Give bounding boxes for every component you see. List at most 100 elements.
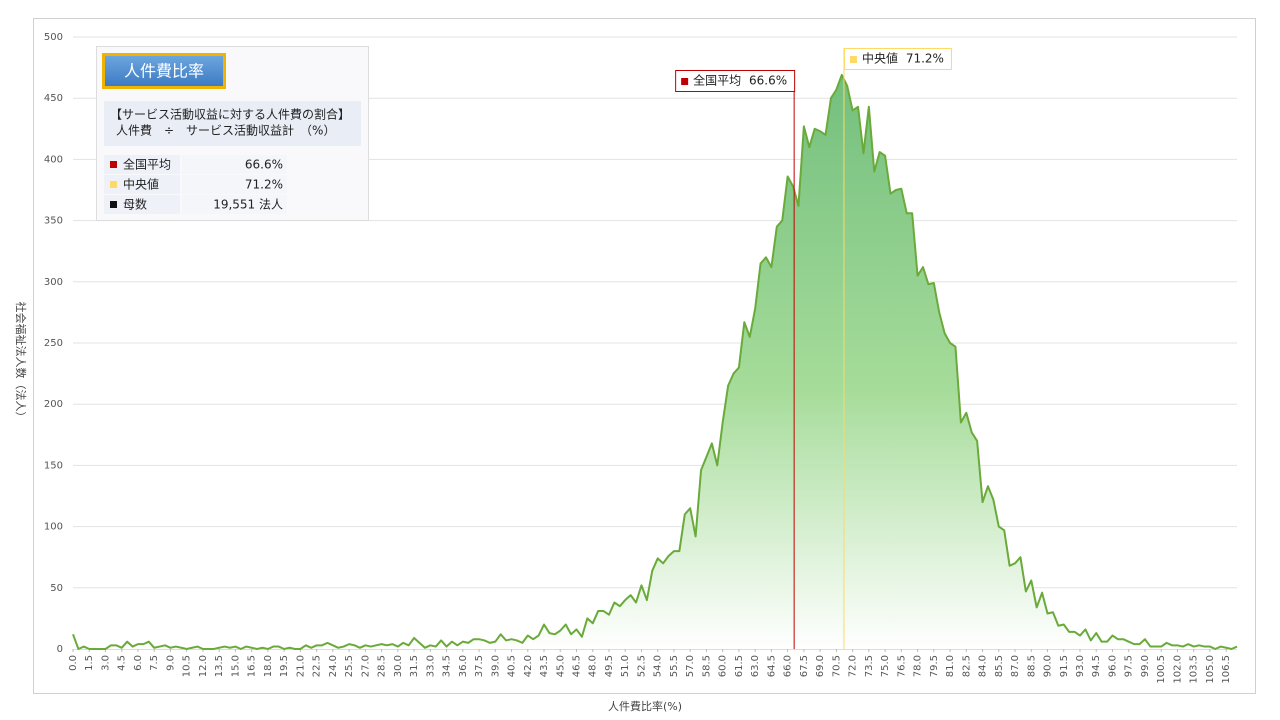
info-title-button	[102, 53, 226, 89]
x-tick-label: 7.5	[149, 655, 160, 671]
info-description: 【サービス活動収益に対する人件費の割合】	[110, 107, 350, 122]
y-tick-label: 50	[50, 583, 63, 594]
info-row-value: 71.2%	[245, 178, 283, 192]
x-tick-label: 28.5	[377, 655, 388, 677]
legend-swatch	[110, 201, 117, 208]
x-tick-label: 66.0	[783, 655, 794, 677]
x-tick-label: 64.5	[766, 655, 777, 677]
info-cell	[182, 155, 287, 174]
info-title: 人件費比率	[124, 62, 204, 81]
x-tick-label: 48.0	[588, 655, 599, 677]
x-tick-label: 75.0	[880, 655, 891, 677]
x-tick-label: 90.0	[1043, 655, 1054, 677]
x-tick-label: 19.5	[279, 655, 290, 677]
x-tick-label: 63.0	[750, 655, 761, 677]
y-tick-label: 0	[57, 644, 63, 655]
area-fill	[73, 74, 1237, 649]
x-tick-label: 15.0	[230, 655, 241, 677]
x-tick-label: 81.0	[945, 655, 956, 677]
y-tick-label: 150	[44, 460, 63, 471]
x-tick-label: 6.0	[133, 655, 144, 671]
info-description: 人件費 ÷ サービス活動収益計 （%）	[116, 123, 335, 138]
x-tick-label: 43.5	[539, 655, 550, 677]
x-tick-label: 96.0	[1107, 655, 1118, 677]
info-cell	[182, 175, 287, 194]
reference-value: 66.6%	[749, 74, 787, 88]
x-tick-label: 1.5	[84, 655, 95, 671]
x-tick-label: 24.0	[328, 655, 339, 677]
x-tick-label: 34.5	[442, 655, 453, 677]
x-tick-label: 57.0	[685, 655, 696, 677]
y-tick-label: 450	[44, 93, 63, 104]
info-cell	[104, 195, 180, 214]
x-tick-label: 100.5	[1156, 655, 1167, 684]
x-tick-label: 52.5	[636, 655, 647, 677]
info-cell	[104, 155, 180, 174]
x-tick-label: 91.5	[1059, 655, 1070, 677]
x-tick-label: 39.0	[490, 655, 501, 677]
x-tick-label: 79.5	[929, 655, 940, 677]
x-tick-label: 37.5	[474, 655, 485, 677]
x-tick-label: 54.0	[653, 655, 664, 677]
y-tick-label: 500	[44, 32, 63, 43]
info-row-label: 全国平均	[123, 157, 171, 172]
info-row-value: 66.6%	[245, 158, 283, 172]
y-axis-label: 社会福祉法人数（法人）	[14, 302, 28, 423]
x-tick-label: 10.5	[182, 655, 193, 677]
x-tick-label: 46.5	[571, 655, 582, 677]
x-tick-label: 93.0	[1075, 655, 1086, 677]
x-tick-label: 55.5	[669, 655, 680, 677]
x-tick-label: 73.5	[864, 655, 875, 677]
info-row-value: 19,551 法人	[213, 198, 283, 212]
reference-value: 71.2%	[906, 52, 944, 66]
x-tick-label: 85.5	[994, 655, 1005, 677]
info-cell	[182, 195, 287, 214]
x-tick-label: 102.0	[1172, 655, 1183, 684]
x-tick-label: 31.5	[409, 655, 420, 677]
x-tick-label: 30.0	[393, 655, 404, 677]
x-tick-label: 70.5	[831, 655, 842, 677]
reference-name: 中央値	[862, 51, 898, 66]
x-tick-label: 42.0	[523, 655, 534, 677]
reference-name: 全国平均	[693, 73, 741, 88]
y-tick-label: 250	[44, 338, 63, 349]
reference-label-box	[843, 48, 952, 70]
x-tick-label: 61.5	[734, 655, 745, 677]
reference-swatch	[681, 78, 689, 85]
x-tick-label: 60.0	[718, 655, 729, 677]
y-tick-label: 100	[44, 522, 63, 533]
x-tick-label: 27.0	[360, 655, 371, 677]
x-tick-label: 22.5	[312, 655, 323, 677]
area-line	[72, 73, 1238, 650]
x-tick-label: 82.5	[961, 655, 972, 677]
x-tick-label: 94.5	[1091, 655, 1102, 677]
x-tick-label: 78.0	[913, 655, 924, 677]
y-tick-label: 300	[44, 277, 63, 288]
x-tick-label: 67.5	[799, 655, 810, 677]
x-tick-label: 97.5	[1124, 655, 1135, 677]
x-tick-label: 49.5	[604, 655, 615, 677]
x-tick-label: 18.0	[263, 655, 274, 677]
x-tick-label: 99.0	[1140, 655, 1151, 677]
x-tick-label: 33.0	[425, 655, 436, 677]
x-tick-label: 0.0	[68, 655, 79, 671]
x-tick-label: 84.0	[978, 655, 989, 677]
x-tick-label: 9.0	[165, 655, 176, 671]
x-tick-label: 4.5	[117, 655, 128, 671]
x-tick-label: 103.5	[1189, 655, 1200, 684]
x-tick-label: 105.0	[1205, 655, 1216, 684]
x-tick-label: 76.5	[896, 655, 907, 677]
x-tick-label: 58.5	[701, 655, 712, 677]
x-tick-label: 69.0	[815, 655, 826, 677]
x-tick-label: 13.5	[214, 655, 225, 677]
x-tick-label: 51.0	[620, 655, 631, 677]
info-description-bg	[104, 101, 361, 146]
y-tick-label: 350	[44, 216, 63, 227]
info-box: 人件費比率 【サービス活動収益に対する人件費の割合】 人件費 ÷ サービス活動収…	[96, 46, 369, 221]
x-tick-label: 45.0	[555, 655, 566, 677]
y-tick-label: 400	[44, 154, 63, 165]
chart-frame	[33, 18, 1256, 694]
reference-swatch	[849, 56, 857, 63]
x-tick-label: 16.5	[247, 655, 258, 677]
